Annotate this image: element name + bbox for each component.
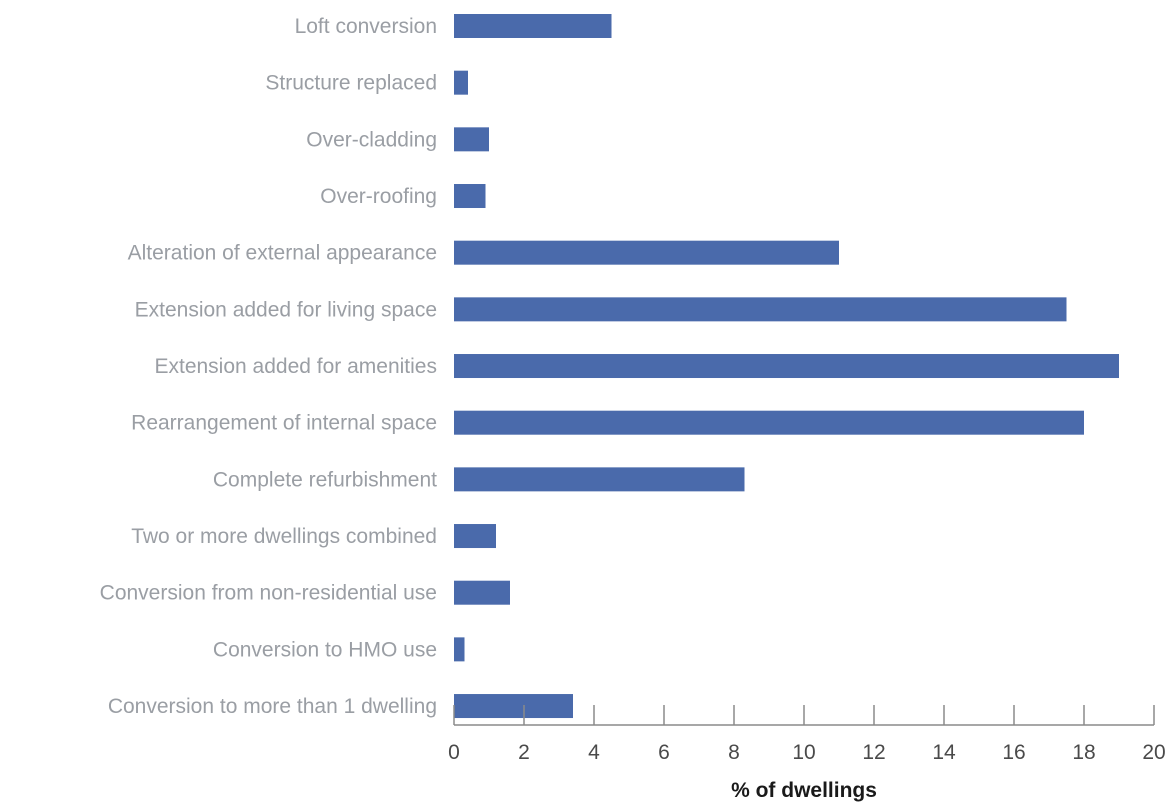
x-tick-label: 14 (932, 741, 956, 764)
category-label: Conversion to HMO use (213, 638, 437, 661)
bar (454, 524, 496, 549)
bar (454, 70, 468, 95)
x-tick-label: 0 (448, 741, 460, 764)
category-label: Over-roofing (320, 185, 437, 208)
x-tick-label: 6 (658, 741, 670, 764)
x-tick-label: 2 (518, 741, 530, 764)
bar (454, 637, 465, 662)
category-label: Complete refurbishment (213, 468, 437, 491)
category-label: Conversion from non-residential use (100, 582, 437, 605)
x-tick-label: 10 (792, 741, 815, 764)
bar (454, 694, 573, 719)
bars (454, 14, 1119, 719)
x-tick-label: 16 (1002, 741, 1025, 764)
bar (454, 410, 1084, 435)
category-label: Alteration of external appearance (128, 242, 437, 265)
category-label: Structure replaced (265, 72, 437, 95)
x-tick-label: 18 (1072, 741, 1095, 764)
category-label: Over-cladding (306, 128, 437, 151)
bar (454, 127, 489, 152)
bar (454, 354, 1119, 379)
category-label: Loft conversion (295, 15, 437, 38)
bar (454, 14, 612, 38)
x-tick-label: 12 (862, 741, 885, 764)
category-label: Rearrangement of internal space (131, 412, 437, 435)
x-tick-label: 8 (728, 741, 740, 764)
category-label: Extension added for amenities (154, 355, 437, 378)
category-label: Conversion to more than 1 dwelling (108, 695, 437, 718)
category-label: Extension added for living space (135, 298, 437, 321)
x-axis: 0 2 4 6 8 10 12 14 16 18 20 (448, 705, 1166, 764)
bar (454, 184, 486, 209)
bar (454, 297, 1067, 322)
bar (454, 580, 510, 605)
bar (454, 240, 839, 265)
x-tick-label: 20 (1142, 741, 1165, 764)
category-label: Two or more dwellings combined (131, 525, 437, 548)
x-tick-label: 4 (588, 741, 600, 764)
x-axis-title: % of dwellings (731, 779, 877, 802)
category-labels: Loft conversion Structure replaced Over-cl… (100, 15, 437, 718)
bar (454, 467, 745, 492)
